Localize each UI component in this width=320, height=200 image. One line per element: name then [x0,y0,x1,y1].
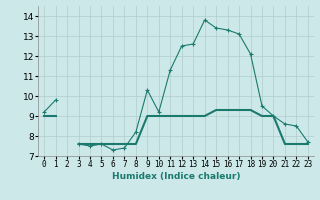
X-axis label: Humidex (Indice chaleur): Humidex (Indice chaleur) [112,172,240,181]
